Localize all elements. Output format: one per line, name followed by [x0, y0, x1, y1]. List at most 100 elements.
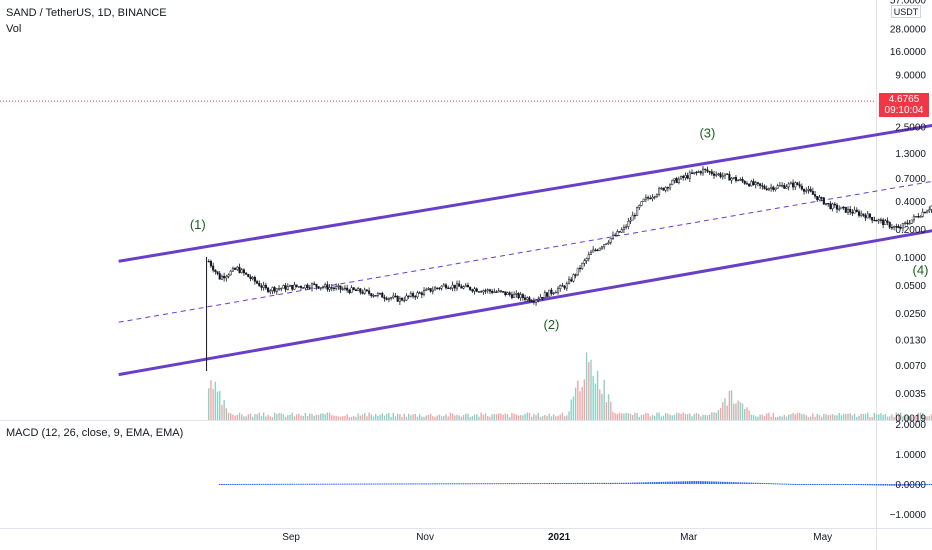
macd-bar — [289, 483, 291, 485]
macd-bar — [298, 483, 300, 485]
time-tick-label: Sep — [282, 532, 300, 543]
macd-bar — [278, 483, 280, 485]
volume-bar — [812, 413, 814, 420]
macd-bar — [919, 484, 922, 486]
candle-body — [618, 231, 621, 233]
volume-bar — [568, 411, 570, 420]
candle-body — [719, 173, 722, 178]
candle-body — [829, 203, 832, 209]
macd-bar — [785, 483, 788, 485]
wave-label[interactable]: (4) — [913, 262, 929, 277]
volume-bar — [594, 383, 597, 420]
macd-bar — [763, 483, 766, 485]
candle-body — [288, 285, 292, 287]
macd-bar — [258, 483, 261, 485]
volume-bar — [891, 414, 893, 420]
volume-bar — [359, 415, 362, 420]
macd-bar — [746, 482, 748, 484]
volume-bar — [210, 380, 212, 420]
macd-bar — [737, 482, 739, 484]
macd-bar — [511, 483, 513, 485]
candle-body — [385, 298, 388, 300]
macd-bar — [311, 483, 313, 485]
volume-bar — [730, 390, 733, 420]
volume-bar — [313, 415, 315, 420]
volume-bar — [796, 412, 799, 420]
candle-body — [504, 291, 507, 296]
candle-body — [871, 217, 874, 221]
volume-bar — [445, 414, 447, 420]
candle-body — [346, 287, 349, 291]
macd-bar — [388, 483, 390, 485]
candle-body — [737, 179, 740, 182]
candle-body — [822, 197, 825, 205]
candle-body — [458, 283, 461, 287]
macd-bar — [495, 483, 498, 485]
macd-bar — [449, 483, 452, 485]
macd-bar — [462, 483, 465, 485]
candle-body — [524, 297, 527, 300]
candle-body — [928, 209, 931, 212]
candle-body — [857, 211, 861, 216]
macd-bar — [845, 484, 847, 485]
candle-body — [543, 292, 546, 299]
candle-body — [923, 211, 926, 214]
wave-label[interactable]: (1) — [190, 217, 206, 232]
wave-label[interactable]: (2) — [543, 317, 559, 332]
volume-bar — [656, 412, 658, 420]
macd-bar — [809, 484, 812, 485]
macd-bar — [913, 484, 915, 486]
candle-body — [383, 297, 386, 299]
volume-bar — [357, 413, 359, 420]
volume-bar — [423, 416, 425, 420]
candle-body — [820, 197, 823, 199]
macd-bar — [915, 484, 917, 486]
candle-body — [675, 178, 678, 183]
candle-body — [321, 286, 325, 288]
candle-body — [262, 284, 265, 288]
macd-bar — [605, 482, 608, 484]
volume-bar — [517, 415, 520, 420]
candle-body — [807, 188, 810, 191]
wave-label[interactable]: (3) — [699, 126, 715, 141]
candle-body — [427, 288, 430, 290]
candle-body — [673, 178, 676, 181]
candle-body — [306, 284, 309, 288]
volume-bar — [328, 412, 331, 420]
macd-bar — [671, 481, 674, 484]
macd-bar — [713, 481, 715, 484]
candle-body — [712, 173, 716, 176]
macd-bar — [232, 483, 234, 485]
channel-lower-line[interactable] — [118, 164, 932, 377]
macd-bar — [728, 481, 731, 484]
volume-bar — [921, 412, 924, 420]
volume-bar — [834, 415, 836, 420]
price-tick-label: 0.0500 — [895, 281, 926, 292]
candle-body — [785, 186, 788, 189]
candle-body — [247, 273, 250, 278]
unit-label[interactable]: USDT — [891, 5, 921, 18]
candle-body — [930, 205, 932, 210]
macd-bar — [469, 483, 471, 485]
volume-bar — [658, 412, 660, 420]
macd-bar — [594, 482, 597, 484]
macd-bar — [405, 483, 408, 485]
candle-body — [611, 234, 615, 239]
candle-body — [886, 220, 889, 223]
macd-bar — [708, 481, 711, 484]
volume-bar — [675, 412, 678, 420]
volume-bar — [394, 416, 397, 420]
candle-body — [416, 292, 419, 298]
macd-bar — [280, 483, 283, 485]
candle-body — [666, 187, 669, 189]
macd-bar — [636, 482, 638, 484]
macd-bar — [598, 482, 601, 484]
channel-upper-line[interactable] — [118, 63, 932, 263]
macd-bar — [803, 484, 805, 485]
macd-bar — [877, 484, 880, 486]
volume-bar — [522, 415, 524, 420]
candle-body — [855, 209, 858, 212]
candle-body — [414, 296, 417, 298]
candle-body — [286, 286, 289, 290]
macd-bar — [812, 484, 814, 485]
